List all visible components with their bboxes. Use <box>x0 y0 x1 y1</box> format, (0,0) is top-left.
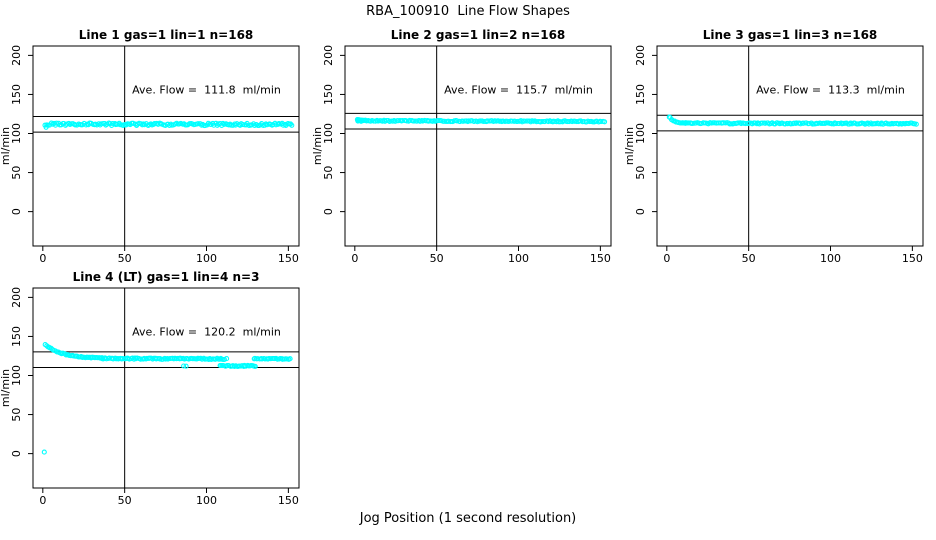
svg-text:200: 200 <box>10 287 23 308</box>
svg-text:50: 50 <box>742 252 756 265</box>
x-axis: 0 50 100 150 <box>351 246 611 265</box>
ave-flow-annotation: Ave. Flow = 115.7 ml/min <box>444 84 593 97</box>
figure-title: RBA_100910 Line Flow Shapes <box>366 4 570 19</box>
svg-text:50: 50 <box>430 252 444 265</box>
svg-text:150: 150 <box>278 494 299 507</box>
data-points <box>354 116 608 125</box>
y-axis-title: ml/min <box>624 127 636 165</box>
ave-flow-annotation: Ave. Flow = 113.3 ml/min <box>756 84 905 97</box>
svg-text:50: 50 <box>118 252 132 265</box>
plot-box <box>32 45 300 247</box>
ave-flow-annotation: Ave. Flow = 120.2 ml/min <box>132 326 281 339</box>
svg-text:0: 0 <box>351 252 358 265</box>
svg-text:100: 100 <box>196 494 217 507</box>
y-axis-title: ml/min <box>312 127 324 165</box>
svg-text:0: 0 <box>10 450 23 457</box>
svg-text:0: 0 <box>634 208 647 215</box>
y-axis: 0 50 100 150 200 <box>10 45 33 215</box>
y-axis: 0 50 100 150 200 <box>322 45 345 215</box>
y-axis: 0 50 100 150 200 <box>10 287 33 457</box>
data-points <box>41 342 293 455</box>
svg-text:0: 0 <box>39 494 46 507</box>
x-axis-label: Jog Position (1 second resolution) <box>359 511 577 526</box>
y-axis-title: ml/min <box>0 369 12 407</box>
panel-line-3: Line 3 gas=1 lin=3 n=168 0 50 100 150 0 50 100… <box>624 25 936 275</box>
svg-text:150: 150 <box>278 252 299 265</box>
panel-title: Line 1 gas=1 lin=1 n=168 <box>78 28 254 42</box>
line-3-plot: 0 50 100 150 0 50 100 150 200 ml/min Ave. Flow = 1… <box>624 45 924 265</box>
svg-text:150: 150 <box>10 84 23 105</box>
reference-lines <box>345 46 611 246</box>
svg-text:200: 200 <box>322 45 335 66</box>
svg-text:0: 0 <box>39 252 46 265</box>
line-2-plot: 0 50 100 150 0 50 100 150 200 ml/min Ave. Flow = 1… <box>312 45 612 265</box>
x-axis: 0 50 100 150 <box>39 246 299 265</box>
svg-text:150: 150 <box>634 84 647 105</box>
reference-lines <box>33 288 299 488</box>
svg-text:50: 50 <box>118 494 132 507</box>
svg-text:100: 100 <box>10 123 23 144</box>
y-axis-title: ml/min <box>0 127 12 165</box>
svg-text:100: 100 <box>820 252 841 265</box>
panel-line-1: Line 1 gas=1 lin=1 n=168 0 50 100 150 0 50 100… <box>0 25 312 275</box>
plot-box <box>32 287 300 489</box>
panel-line-4: Line 4 (LT) gas=1 lin=4 n=3 0 50 100 150 0 50… <box>0 267 312 517</box>
svg-text:200: 200 <box>634 45 647 66</box>
reference-lines <box>33 46 299 246</box>
ave-flow-annotation: Ave. Flow = 111.8 ml/min <box>132 84 281 97</box>
svg-text:150: 150 <box>322 84 335 105</box>
panel-line-2: Line 2 gas=1 lin=2 n=168 0 50 100 150 0 50 100… <box>312 25 624 275</box>
svg-text:0: 0 <box>322 208 335 215</box>
data-points <box>666 114 919 127</box>
svg-text:100: 100 <box>196 252 217 265</box>
svg-text:0: 0 <box>10 208 23 215</box>
svg-text:100: 100 <box>634 123 647 144</box>
reference-lines <box>657 46 923 246</box>
svg-text:150: 150 <box>590 252 611 265</box>
x-axis: 0 50 100 150 <box>663 246 923 265</box>
svg-text:50: 50 <box>634 166 647 180</box>
svg-text:50: 50 <box>10 166 23 180</box>
y-axis: 0 50 100 150 200 <box>634 45 657 215</box>
svg-text:100: 100 <box>508 252 529 265</box>
panel-title: Line 4 (LT) gas=1 lin=4 n=3 <box>72 270 260 284</box>
panel-title: Line 3 gas=1 lin=3 n=168 <box>702 28 878 42</box>
x-axis: 0 50 100 150 <box>39 488 299 507</box>
svg-text:200: 200 <box>10 45 23 66</box>
svg-text:100: 100 <box>10 365 23 386</box>
svg-text:0: 0 <box>663 252 670 265</box>
plot-box <box>656 45 924 247</box>
line-1-plot: 0 50 100 150 0 50 100 150 200 ml/min Ave. Flow = 1… <box>0 45 300 265</box>
svg-text:50: 50 <box>10 408 23 422</box>
panel-title: Line 2 gas=1 lin=2 n=168 <box>390 28 566 42</box>
svg-text:150: 150 <box>10 326 23 347</box>
svg-text:150: 150 <box>902 252 923 265</box>
svg-text:50: 50 <box>322 166 335 180</box>
data-points <box>42 120 295 130</box>
line-4-plot: 0 50 100 150 0 50 100 150 200 ml/min Ave. Flow = 1… <box>0 287 300 507</box>
plot-box <box>344 45 612 247</box>
svg-text:100: 100 <box>322 123 335 144</box>
